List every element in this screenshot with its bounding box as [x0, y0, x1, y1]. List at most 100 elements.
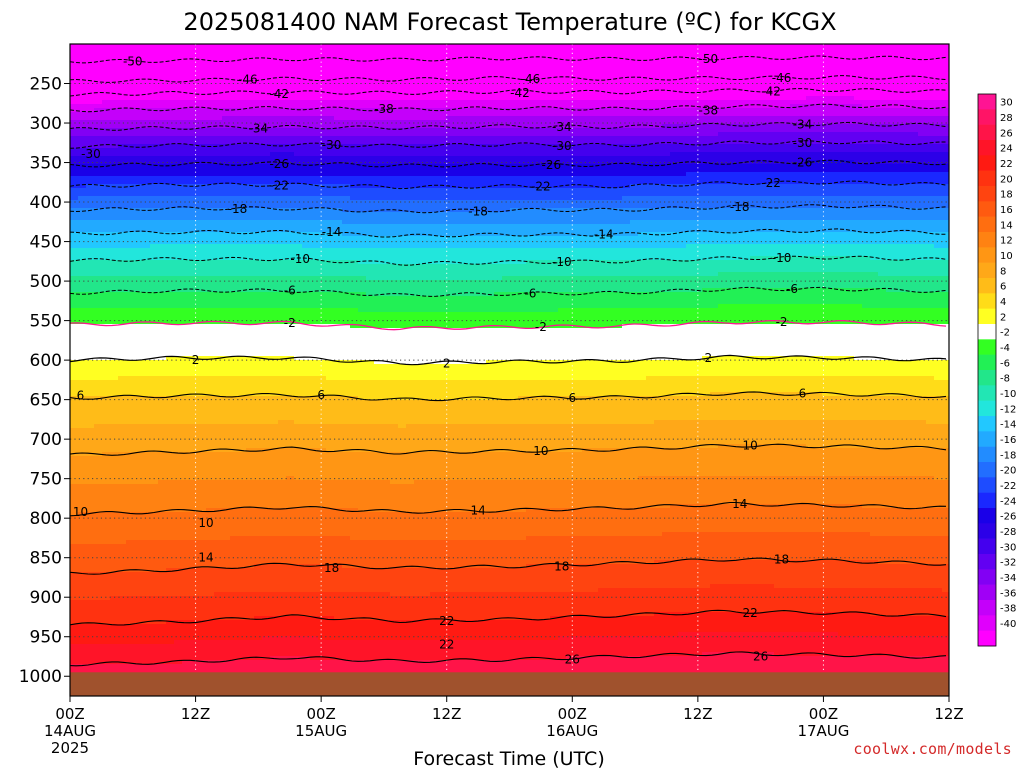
temp-cell	[126, 620, 135, 625]
temp-cell	[70, 172, 79, 177]
temp-cell	[278, 280, 287, 285]
temp-cell	[78, 88, 87, 93]
temp-cell	[94, 480, 103, 485]
temp-cell	[230, 576, 239, 581]
temp-cell	[190, 276, 199, 281]
temp-cell	[118, 156, 127, 161]
temp-cell	[238, 48, 247, 53]
temp-cell	[198, 536, 207, 541]
temp-cell	[150, 584, 159, 589]
temp-cell	[214, 528, 223, 533]
temp-cell	[126, 544, 135, 549]
temp-cell	[86, 268, 95, 273]
temp-cell	[238, 64, 247, 69]
temp-cell	[222, 212, 231, 217]
temp-cell	[214, 608, 223, 613]
temp-cell	[158, 568, 167, 573]
temp-cell	[78, 468, 87, 473]
temp-cell	[278, 148, 287, 153]
temp-cell	[166, 324, 175, 329]
temp-cell	[174, 128, 183, 133]
temp-cell	[102, 596, 111, 601]
temp-cell	[158, 468, 167, 473]
temp-cell	[262, 204, 271, 209]
temp-cell	[278, 652, 287, 657]
temp-cell	[246, 456, 255, 461]
temp-cell	[110, 92, 119, 97]
temp-cell	[294, 180, 303, 185]
temp-cell	[214, 612, 223, 617]
temp-cell	[278, 360, 287, 365]
temp-cell	[182, 120, 191, 125]
temp-cell	[302, 632, 311, 637]
temp-cell	[286, 664, 295, 669]
temp-cell	[222, 632, 231, 637]
temp-cell	[270, 296, 279, 301]
temp-cell	[302, 476, 311, 481]
temp-cell	[222, 268, 231, 273]
temp-cell	[158, 596, 167, 601]
temp-cell	[94, 232, 103, 237]
temp-cell	[70, 256, 79, 261]
temp-cell	[166, 112, 175, 117]
temp-cell	[182, 604, 191, 609]
temp-cell	[262, 268, 271, 273]
temp-cell	[94, 564, 103, 569]
temp-cell	[94, 128, 103, 133]
temp-cell	[294, 308, 303, 313]
temp-cell	[174, 56, 183, 61]
temp-cell	[158, 56, 167, 61]
temp-cell	[78, 112, 87, 117]
temp-cell	[118, 432, 127, 437]
temp-cell	[94, 484, 103, 489]
temp-cell	[134, 112, 143, 117]
temp-cell	[78, 592, 87, 597]
temp-cell	[190, 500, 199, 505]
temp-cell	[78, 348, 87, 353]
temp-cell	[238, 168, 247, 173]
temp-cell	[286, 504, 295, 509]
temp-cell	[86, 288, 95, 293]
temp-cell	[94, 616, 103, 621]
temp-cell	[230, 208, 239, 213]
temp-cell	[158, 124, 167, 129]
temp-cell	[166, 400, 175, 405]
temp-cell	[182, 260, 191, 265]
temp-cell	[94, 380, 103, 385]
temp-cell	[94, 628, 103, 633]
temp-cell	[198, 424, 207, 429]
temp-cell	[206, 248, 215, 253]
temp-cell	[150, 264, 159, 269]
temp-cell	[278, 412, 287, 417]
temp-cell	[78, 428, 87, 433]
temp-cell	[206, 588, 215, 593]
temp-cell	[102, 180, 111, 185]
temp-cell	[86, 76, 95, 81]
temp-cell	[294, 64, 303, 69]
temp-cell	[174, 72, 183, 77]
temp-cell	[262, 108, 271, 113]
temp-cell	[214, 496, 223, 501]
temp-cell	[70, 128, 79, 133]
temp-cell	[94, 164, 103, 169]
temp-cell	[134, 376, 143, 381]
temp-cell	[110, 584, 119, 589]
temp-cell	[86, 352, 95, 357]
temp-cell	[230, 516, 239, 521]
temp-cell	[142, 132, 151, 137]
temp-cell	[190, 612, 199, 617]
temp-cell	[238, 364, 247, 369]
temp-cell	[302, 72, 311, 77]
temp-cell	[246, 300, 255, 305]
temp-cell	[198, 616, 207, 621]
temp-cell	[214, 456, 223, 461]
temp-cell	[254, 596, 263, 601]
temp-cell	[134, 200, 143, 205]
temp-cell	[294, 604, 303, 609]
temp-cell	[118, 112, 127, 117]
temp-cell	[254, 576, 263, 581]
temp-cell	[174, 452, 183, 457]
temp-cell	[198, 280, 207, 285]
temp-cell	[110, 44, 119, 49]
temp-cell	[206, 96, 215, 101]
